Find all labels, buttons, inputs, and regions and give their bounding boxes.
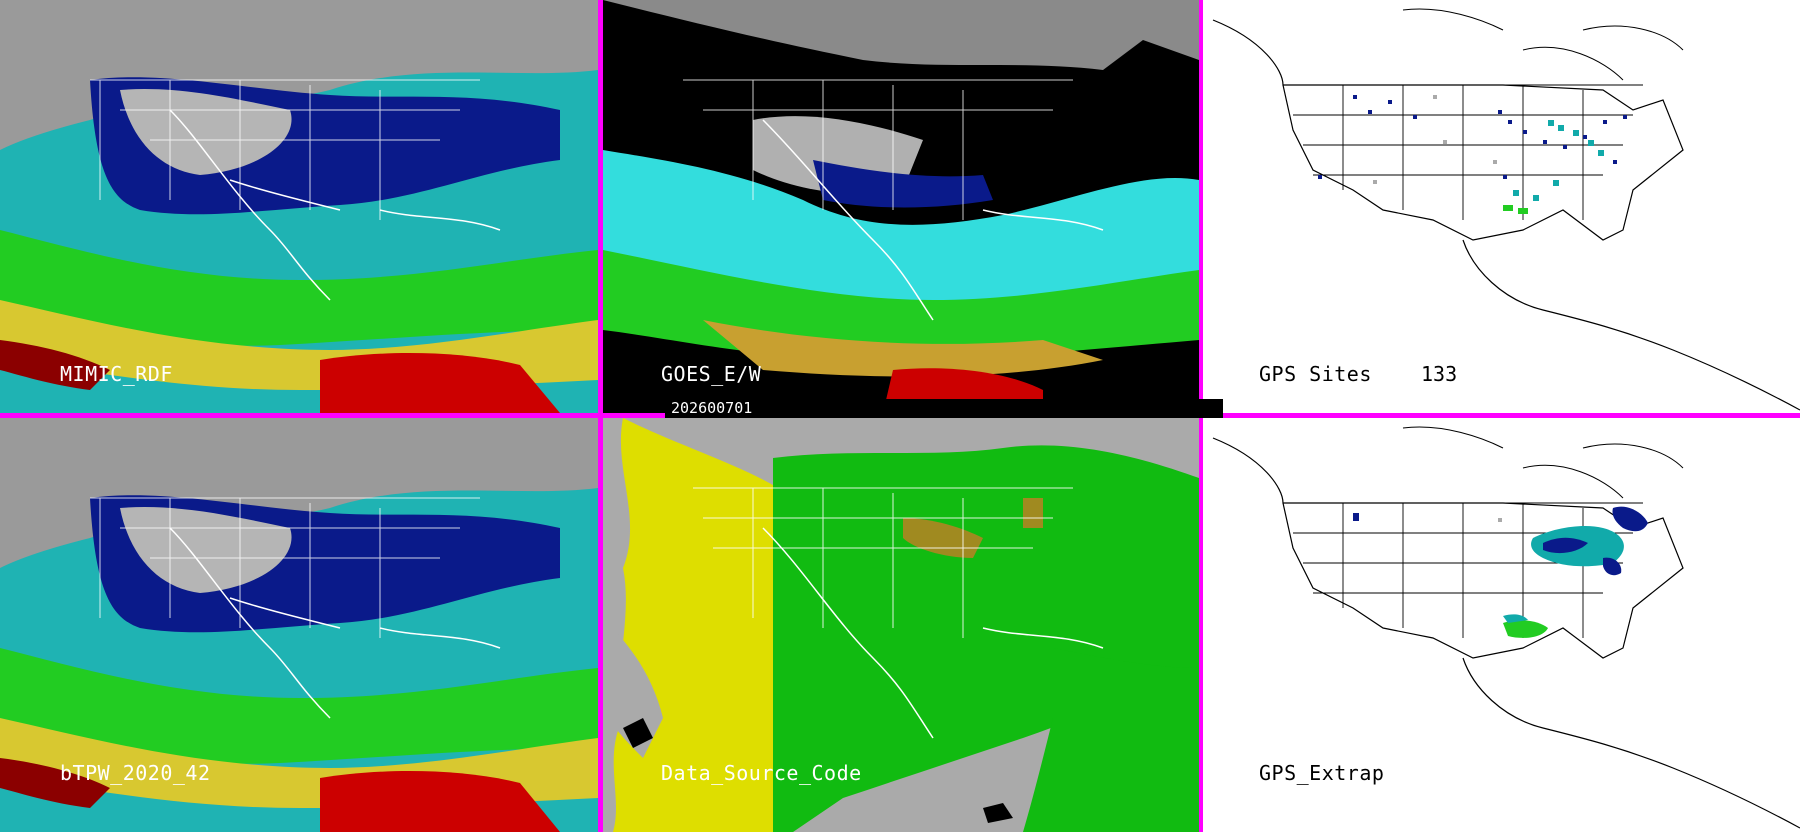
mimic-rdf-panel: MIMIC_RDF — [0, 0, 598, 413]
gps-sites-count: 133 — [1421, 362, 1458, 386]
gps-sites-label: GPS Sites — [1259, 362, 1372, 386]
timestamp-text: 202600701 — [671, 399, 753, 417]
gps-extrap-map — [1203, 418, 1800, 832]
mimic-rdf-map — [0, 0, 598, 413]
data-source-code-panel: Data_Source_Code — [603, 418, 1199, 832]
goes-ew-label: GOES_E/W — [661, 362, 762, 386]
goes-ew-panel: GOES_E/W — [603, 0, 1199, 413]
goes-ew-map — [603, 0, 1199, 413]
gps-sites-map — [1203, 0, 1800, 413]
gps-extrap-panel: GPS_Extrap — [1203, 418, 1800, 832]
data-source-code-label: Data_Source_Code — [661, 761, 862, 785]
gps-sites-panel: GPS Sites 133 — [1203, 0, 1800, 413]
data-source-code-map — [603, 418, 1199, 832]
btpw-map — [0, 418, 598, 832]
mimic-rdf-label: MIMIC_RDF — [60, 362, 173, 386]
btpw-label: bTPW_2020_42 — [60, 761, 211, 785]
btpw-panel: bTPW_2020_42 — [0, 418, 598, 832]
gps-extrap-label: GPS_Extrap — [1259, 761, 1385, 785]
timestamp-bar: 202600701 — [665, 399, 1223, 418]
